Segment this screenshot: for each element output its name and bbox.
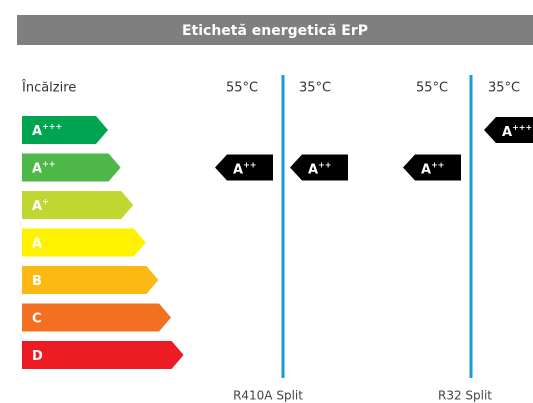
class-letter: A <box>502 125 512 140</box>
temp-label: 55°C <box>226 81 258 96</box>
class-label: A++ <box>233 160 256 177</box>
class-label: A+++ <box>502 123 532 140</box>
rating-badge <box>215 154 273 181</box>
row-label: Încălzire <box>21 80 76 96</box>
class-letter: C <box>32 311 42 326</box>
class-arrow <box>22 228 146 257</box>
class-label: A+++ <box>32 122 62 139</box>
class-sup: ++ <box>243 160 256 169</box>
temp-label: 35°C <box>299 81 331 96</box>
class-arrow <box>22 303 171 332</box>
class-letter: A <box>32 199 42 214</box>
rating-badge <box>484 117 533 143</box>
class-letter: A <box>233 162 243 177</box>
class-sup: +++ <box>42 122 62 131</box>
class-letter: D <box>32 349 43 364</box>
class-label: A+ <box>32 197 49 214</box>
class-sup: +++ <box>512 123 532 132</box>
class-sup: ++ <box>318 160 331 169</box>
rating-badge <box>403 154 461 181</box>
class-sup: + <box>42 197 49 206</box>
class-arrow <box>22 116 108 144</box>
class-letter: A <box>308 162 318 177</box>
class-sup: ++ <box>42 159 55 168</box>
class-letter: B <box>32 274 42 289</box>
class-label: B <box>32 274 42 289</box>
class-label: A++ <box>308 160 331 177</box>
class-label: D <box>32 349 43 364</box>
class-sup: ++ <box>431 160 444 169</box>
class-arrow <box>22 341 184 369</box>
class-letter: A <box>421 162 431 177</box>
temp-label: 55°C <box>416 81 448 96</box>
group-name: R32 Split <box>438 389 492 403</box>
class-letter: A <box>32 124 42 139</box>
header-bar <box>17 15 533 45</box>
class-arrow <box>22 191 134 219</box>
header-title: Etichetă energetică ErP <box>182 23 368 39</box>
temp-label: 35°C <box>488 81 520 96</box>
class-label: A <box>32 236 42 251</box>
class-letter: A <box>32 161 42 176</box>
class-arrow <box>22 266 159 294</box>
group-name: R410A Split <box>233 389 303 403</box>
class-letter: A <box>32 236 42 251</box>
class-label: A++ <box>32 159 55 176</box>
class-label: C <box>32 311 42 326</box>
class-arrow <box>22 153 121 182</box>
rating-badge <box>290 154 348 181</box>
class-label: A++ <box>421 160 444 177</box>
